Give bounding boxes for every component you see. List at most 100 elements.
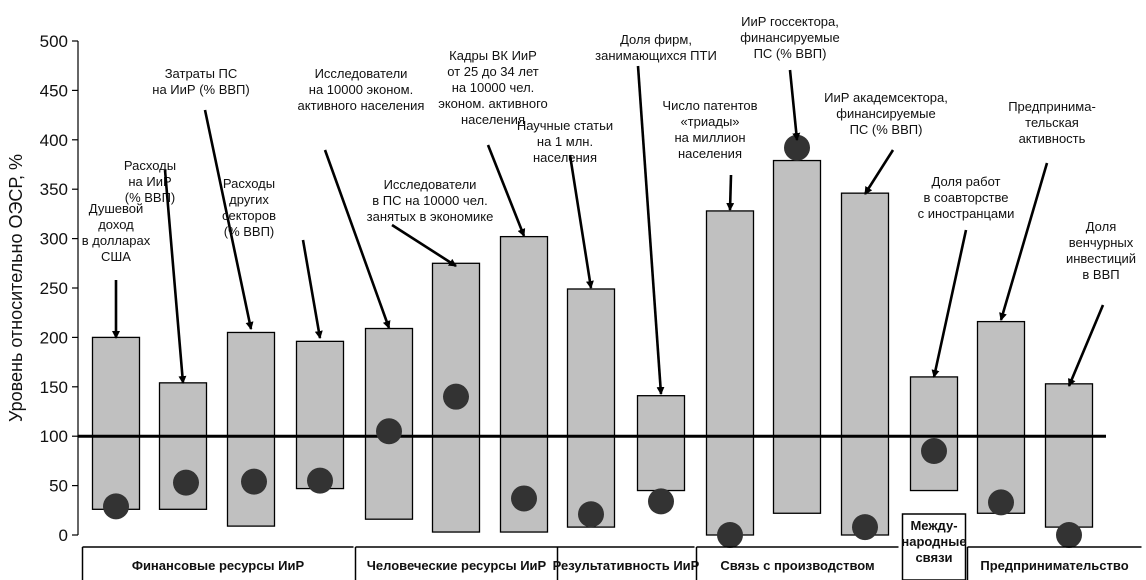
annotation-line: ИиР академсектора, — [824, 90, 948, 105]
annotation-line: Исследователи — [315, 66, 408, 81]
annotation-line: с иностранцами — [918, 206, 1015, 221]
annotation-line: венчурных — [1069, 235, 1134, 250]
points — [103, 134, 1082, 548]
annotation-label: Затраты ПС на ИиР (% ВВП) — [152, 66, 249, 97]
annotation-label: Доля венчурных инвестиций в ВВП — [1066, 219, 1136, 282]
annotation-line: в ПС на 10000 чел. — [372, 193, 487, 208]
bar — [636, 395, 686, 492]
annotation-label: Исследователи на 10000 эконом. активного н… — [298, 66, 425, 113]
annotation-line: Научные статьи — [517, 118, 613, 133]
annotation-line: Число патентов — [662, 98, 757, 113]
point — [1056, 522, 1082, 548]
annotation-line: инвестиций — [1066, 251, 1136, 266]
annotation-label: ИиР госсектора, финансируемые ПС (% ВВП) — [740, 14, 840, 61]
y-tick-label: 100 — [40, 427, 68, 446]
annotation-line: ПС (% ВВП) — [754, 46, 827, 61]
y-axis-label: Уровень относительно ОЭСР, % — [6, 154, 26, 422]
group-label-line: Результативность ИиР — [553, 558, 700, 573]
bar — [1044, 383, 1094, 528]
y-tick-label: 0 — [59, 526, 68, 545]
annotation-line: населения — [678, 146, 742, 161]
annotation-line: Душевой — [89, 201, 144, 216]
point — [852, 514, 878, 541]
annotation-label: Расходы других секторов (% ВВП) — [222, 176, 276, 239]
point — [307, 467, 333, 494]
annotation-line: Предпринима- — [1008, 99, 1096, 114]
group-label: Связь с производством — [720, 558, 874, 573]
annotation-line: в долларах — [82, 233, 151, 248]
annotation-line: на 10000 чел. — [452, 80, 535, 95]
annotation-line: Доля работ — [932, 174, 1001, 189]
annotation-arrow — [568, 154, 594, 289]
bar — [499, 235, 549, 533]
annotation-label: Кадры ВК ИиР от 25 до 34 лет на 10000 чел.… — [438, 48, 548, 127]
point — [173, 469, 199, 496]
point — [511, 485, 537, 512]
annotation-line: активного населения — [298, 98, 425, 113]
point — [578, 501, 604, 528]
annotation-arrow — [486, 144, 526, 237]
group-label-line: Финансовые ресурсы ИиР — [132, 558, 305, 573]
annotation-line: (% ВВП) — [224, 224, 275, 239]
annotation-line: занимающихся ПТИ — [595, 48, 717, 63]
y-tick-label: 450 — [40, 81, 68, 100]
y-tick-label: 150 — [40, 378, 68, 397]
y-tick-label: 300 — [40, 230, 68, 249]
annotation-line: занятых в экономике — [367, 209, 494, 224]
group-label-line: связи — [915, 550, 952, 565]
group-label: Финансовые ресурсы ИиР — [132, 558, 305, 573]
annotation-arrow — [1067, 304, 1105, 387]
bars — [91, 159, 1094, 536]
annotation-line: доход — [98, 217, 134, 232]
y-tick-label: 500 — [40, 32, 68, 51]
annotation-label: Число патентов «триады» на миллион населени… — [662, 98, 757, 161]
annotation-line: на ИиР — [128, 174, 171, 189]
annotation-line: (% ВВП) — [125, 190, 176, 205]
annotation-arrow — [323, 149, 391, 329]
annotation-line: ПС (% ВВП) — [850, 122, 923, 137]
annotation-line: Доля — [1086, 219, 1117, 234]
point — [241, 468, 267, 495]
point — [376, 418, 402, 445]
group-label: Предпринимательство — [980, 558, 1128, 573]
group-label-line: Предпринимательство — [980, 558, 1128, 573]
annotation-label: Предпринима-тельская активность — [1008, 99, 1096, 146]
group-label-line: Между- — [910, 518, 957, 533]
annotation-line: Доля фирм, — [620, 32, 692, 47]
annotation-arrow — [636, 65, 665, 395]
y-tick-label: 350 — [40, 180, 68, 199]
group-label-line: Связь с производством — [720, 558, 874, 573]
annotation-line: тельская — [1025, 115, 1079, 130]
annotation-line: секторов — [222, 208, 276, 223]
bar — [772, 159, 822, 514]
annotation-line: населения — [461, 112, 525, 127]
annotation-line: ИиР госсектора, — [741, 14, 839, 29]
bar — [91, 336, 141, 510]
point — [103, 493, 129, 520]
annotation-line: от 25 до 34 лет — [447, 64, 538, 79]
annotation-label: Душевой доход в долларах США — [82, 201, 151, 264]
group-label: Человеческие ресурсы ИиР — [367, 558, 547, 573]
annotation-arrow — [301, 239, 323, 339]
annotation-line: населения — [533, 150, 597, 165]
point — [784, 134, 810, 161]
annotation-line: на 10000 эконом. — [309, 82, 413, 97]
y-tick-label: 250 — [40, 279, 68, 298]
bar — [840, 192, 890, 536]
annotation-label: Доля фирм, занимающихся ПТИ — [595, 32, 717, 63]
annotation-line: «триады» — [680, 114, 739, 129]
annotation-label: Исследователи в ПС на 10000 чел. занятых в… — [367, 177, 494, 224]
annotation-line: Затраты ПС — [165, 66, 238, 81]
annotation-line: финансируемые — [740, 30, 840, 45]
annotation-arrow — [726, 174, 735, 211]
annotation-label: ИиР академсектора, финансируемые ПС (% ВВП… — [824, 90, 948, 137]
annotation-line: эконом. активного — [438, 96, 548, 111]
annotation-line: Расходы — [124, 158, 176, 173]
annotation-line: финансируемые — [836, 106, 936, 121]
point — [443, 383, 469, 410]
annotation-line: Расходы — [223, 176, 275, 191]
y-tick-label: 50 — [49, 477, 68, 496]
annotation-arrow — [203, 109, 254, 330]
y-tick-label: 400 — [40, 131, 68, 150]
